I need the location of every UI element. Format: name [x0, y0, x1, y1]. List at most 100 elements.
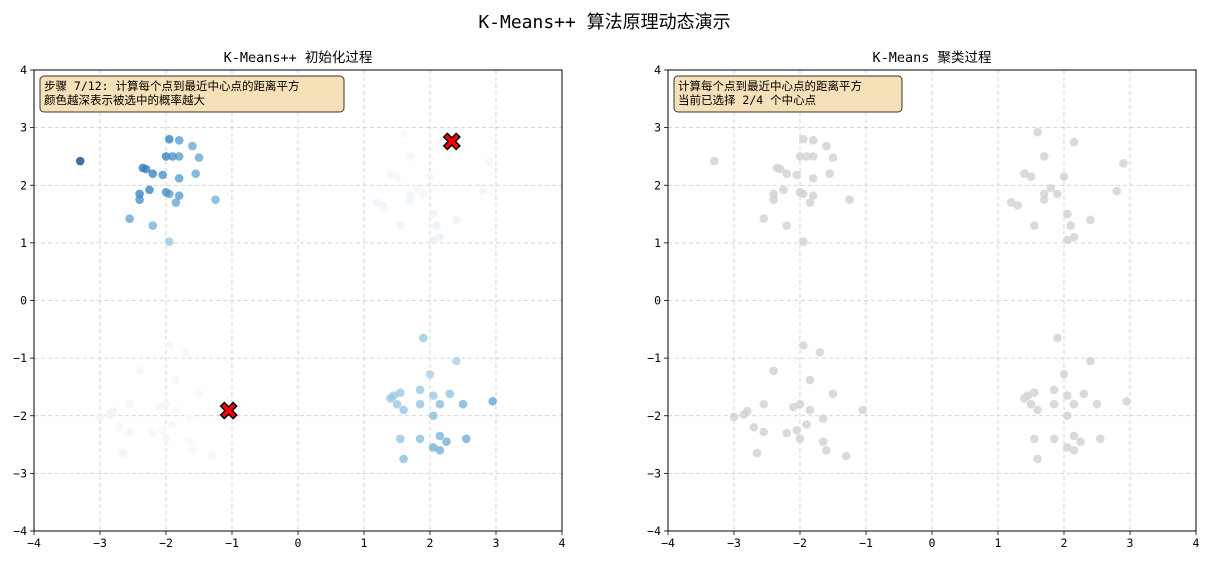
data-point: [1030, 221, 1039, 230]
data-point: [445, 389, 455, 399]
x-tick-label: −1: [225, 536, 239, 550]
data-point: [148, 169, 158, 179]
data-point: [372, 198, 382, 207]
data-point: [808, 174, 818, 183]
data-point: [1069, 232, 1079, 242]
data-point: [118, 448, 128, 458]
data-point: [399, 129, 408, 138]
x-tick-label: 0: [929, 536, 936, 550]
data-point: [425, 172, 435, 181]
data-point: [782, 169, 792, 179]
data-point: [165, 134, 174, 144]
data-point: [115, 422, 125, 432]
data-point: [168, 420, 177, 429]
data-point: [828, 153, 838, 162]
y-tick-label: 3: [20, 121, 27, 135]
x-tick-label: −4: [661, 536, 675, 550]
data-point: [1049, 385, 1059, 395]
data-point: [194, 389, 204, 399]
x-tick-label: 3: [493, 536, 500, 550]
x-tick-label: 4: [1193, 536, 1200, 550]
data-point: [429, 411, 438, 421]
data-point: [125, 427, 134, 437]
data-point: [808, 191, 818, 200]
data-point: [858, 405, 867, 415]
data-point: [155, 402, 164, 412]
data-point: [125, 399, 134, 409]
data-point: [415, 385, 425, 395]
data-point: [161, 399, 171, 409]
data-point: [158, 170, 167, 180]
data-point: [1030, 434, 1039, 444]
data-point: [181, 348, 191, 357]
data-point: [1096, 434, 1105, 444]
data-point: [168, 152, 177, 161]
data-point: [808, 136, 818, 145]
data-point: [399, 454, 408, 464]
y-tick-label: 4: [654, 63, 661, 77]
data-point: [412, 183, 422, 193]
data-point: [405, 152, 415, 161]
data-point: [165, 237, 174, 247]
data-point: [1092, 399, 1102, 409]
data-point: [1069, 137, 1079, 147]
data-point: [386, 169, 395, 179]
data-point: [174, 191, 184, 200]
x-tick-label: 1: [995, 536, 1002, 550]
data-point: [1039, 189, 1049, 199]
axes-title: K-Means 聚类过程: [872, 50, 991, 66]
data-point: [779, 185, 788, 195]
data-point: [1053, 189, 1062, 199]
data-point: [789, 402, 798, 412]
data-point: [171, 375, 181, 385]
data-point: [1063, 209, 1072, 219]
data-point: [1059, 369, 1069, 379]
data-point: [1049, 399, 1059, 409]
data-point: [75, 156, 85, 166]
data-point: [452, 356, 461, 366]
x-tick-label: 3: [1127, 536, 1134, 550]
data-point: [1049, 434, 1059, 444]
data-point: [415, 434, 425, 444]
data-point: [95, 412, 105, 422]
y-tick-label: 1: [20, 236, 27, 250]
data-point: [795, 399, 805, 409]
info-text-line: 步骤 7/12: 计算每个点到最近中心点的距离平方: [44, 79, 299, 93]
y-tick-label: −2: [647, 409, 661, 423]
data-points: [75, 129, 498, 464]
data-point: [485, 157, 494, 167]
data-point: [429, 209, 438, 219]
data-point: [488, 397, 498, 406]
y-tick-label: 3: [654, 121, 661, 135]
left-axes-init: −4 −3 −2 −1 0 1 2 3 4 −4 −3 −2 −1 0 1 2 3 4 K-Means++ 初始化过…: [13, 49, 565, 550]
data-point: [1069, 431, 1079, 441]
data-point: [1059, 172, 1069, 181]
data-point: [1079, 389, 1089, 399]
data-point: [1023, 391, 1032, 400]
data-point: [396, 434, 405, 444]
data-point: [207, 451, 217, 461]
data-point: [415, 399, 425, 409]
data-point: [1039, 152, 1049, 161]
data-point: [396, 221, 405, 230]
data-point: [458, 399, 468, 409]
info-box: [673, 75, 903, 113]
data-point: [435, 399, 445, 409]
data-point: [429, 443, 438, 452]
data-point: [1063, 391, 1072, 400]
data-point: [135, 366, 144, 376]
data-point: [709, 156, 719, 166]
data-point: [742, 406, 752, 416]
data-point: [1066, 221, 1075, 230]
data-point: [188, 141, 197, 151]
data-point: [432, 221, 441, 230]
data-point: [818, 437, 828, 446]
data-point: [165, 341, 174, 350]
data-point: [792, 170, 801, 180]
data-point: [419, 189, 428, 199]
data-point: [399, 405, 408, 415]
data-point: [729, 412, 739, 422]
data-point: [462, 434, 471, 444]
data-point: [805, 198, 815, 207]
data-point: [1033, 454, 1042, 464]
